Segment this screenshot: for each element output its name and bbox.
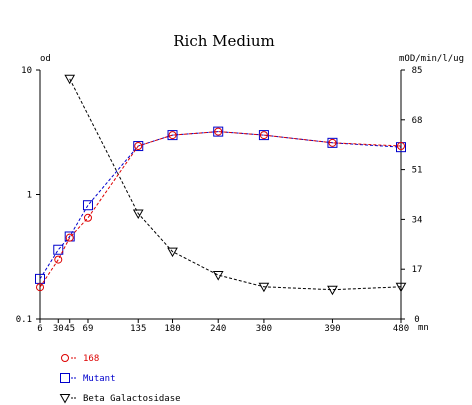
x-tick-label: 390	[324, 324, 340, 334]
data-point	[134, 142, 143, 151]
series-triangle-down	[64, 74, 407, 296]
series-layer	[35, 74, 407, 296]
legend-item: Mutant	[60, 373, 116, 384]
data-point	[328, 138, 337, 147]
left-tick-label: 10	[21, 66, 32, 76]
data-point	[212, 271, 224, 281]
right-axis-ticks: 0 17 34 51 68 85	[401, 66, 422, 325]
data-point	[54, 255, 63, 264]
data-point	[82, 200, 93, 211]
data-point	[65, 233, 74, 242]
x-axis-ticks: 6 30 45 69 135 180 240 300 390 480	[37, 319, 409, 334]
data-point	[64, 74, 76, 85]
left-axis-ticks: 0.1 1 10	[16, 66, 40, 325]
right-axis-label: mOD/min/l/ug	[399, 54, 464, 64]
chart-title: Rich Medium	[173, 32, 274, 50]
right-tick-label: 17	[412, 265, 423, 275]
right-tick-label: 34	[412, 215, 423, 225]
right-tick-label: 68	[412, 116, 423, 126]
data-point	[167, 247, 178, 258]
legend-label: Mutant	[83, 374, 116, 384]
left-tick-label: 1	[27, 191, 32, 201]
series-line	[39, 131, 402, 288]
x-tick-label: 135	[130, 324, 146, 334]
right-tick-label: 85	[412, 66, 423, 76]
left-tick-label: 0.1	[16, 315, 32, 325]
data-point	[214, 127, 223, 136]
right-tick-label: 0	[414, 315, 419, 325]
series-square	[35, 126, 406, 284]
data-point	[397, 142, 405, 151]
data-point	[168, 131, 177, 140]
legend: 168 Mutant Beta Galactosidase	[59, 354, 181, 404]
x-axis-unit: mn	[418, 323, 429, 333]
data-point	[83, 213, 92, 222]
legend-marker	[59, 394, 71, 404]
data-point	[133, 141, 144, 152]
data-point	[259, 131, 268, 140]
left-axis-label: od	[40, 54, 51, 64]
series-circle	[36, 127, 405, 292]
legend-marker	[60, 373, 70, 383]
data-point	[327, 137, 338, 148]
legend-item: Beta Galactosidase	[59, 394, 181, 404]
x-tick-label: 69	[83, 324, 94, 334]
x-tick-label: 480	[393, 324, 409, 334]
x-tick-label: 30	[53, 324, 64, 334]
data-point	[395, 282, 407, 293]
data-point	[36, 283, 44, 292]
data-point	[258, 282, 270, 293]
data-point	[132, 209, 144, 220]
series-line	[69, 78, 402, 291]
series-line	[39, 131, 402, 280]
data-point	[53, 244, 64, 255]
right-tick-label: 51	[412, 166, 423, 176]
x-tick-label: 6	[37, 324, 42, 334]
x-tick-label: 180	[164, 324, 180, 334]
data-point	[213, 126, 224, 137]
legend-label: 168	[83, 354, 99, 364]
legend-item: 168	[61, 354, 99, 364]
x-tick-label: 240	[210, 324, 226, 334]
legend-label: Beta Galactosidase	[83, 394, 181, 404]
legend-marker	[61, 354, 69, 362]
x-tick-label: 45	[64, 324, 75, 334]
data-point	[327, 285, 338, 296]
x-tick-label: 300	[256, 324, 272, 334]
